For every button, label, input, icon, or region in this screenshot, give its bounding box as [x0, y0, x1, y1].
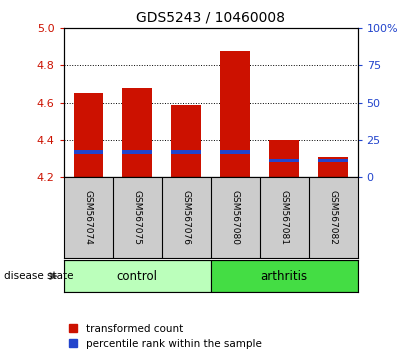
- Bar: [270, 159, 299, 162]
- Text: GSM567080: GSM567080: [231, 190, 240, 245]
- Text: GSM567075: GSM567075: [133, 190, 142, 245]
- Text: GSM567074: GSM567074: [84, 190, 93, 245]
- Bar: [210, 260, 358, 292]
- Bar: [171, 150, 201, 154]
- Text: GSM567076: GSM567076: [182, 190, 191, 245]
- Bar: [74, 150, 103, 154]
- Bar: [122, 88, 152, 177]
- Bar: [319, 156, 348, 177]
- Bar: [64, 260, 210, 292]
- Legend: transformed count, percentile rank within the sample: transformed count, percentile rank withi…: [69, 324, 261, 349]
- Bar: [74, 93, 103, 177]
- Text: control: control: [117, 270, 158, 282]
- Bar: [220, 51, 250, 177]
- Bar: [270, 140, 299, 177]
- Text: disease state: disease state: [4, 271, 74, 281]
- Bar: [319, 159, 348, 162]
- Bar: [220, 150, 250, 154]
- Text: GSM567082: GSM567082: [328, 190, 337, 245]
- Bar: [171, 104, 201, 177]
- Bar: [122, 150, 152, 154]
- Text: GSM567081: GSM567081: [279, 190, 289, 245]
- Text: arthritis: arthritis: [261, 270, 308, 282]
- Title: GDS5243 / 10460008: GDS5243 / 10460008: [136, 10, 285, 24]
